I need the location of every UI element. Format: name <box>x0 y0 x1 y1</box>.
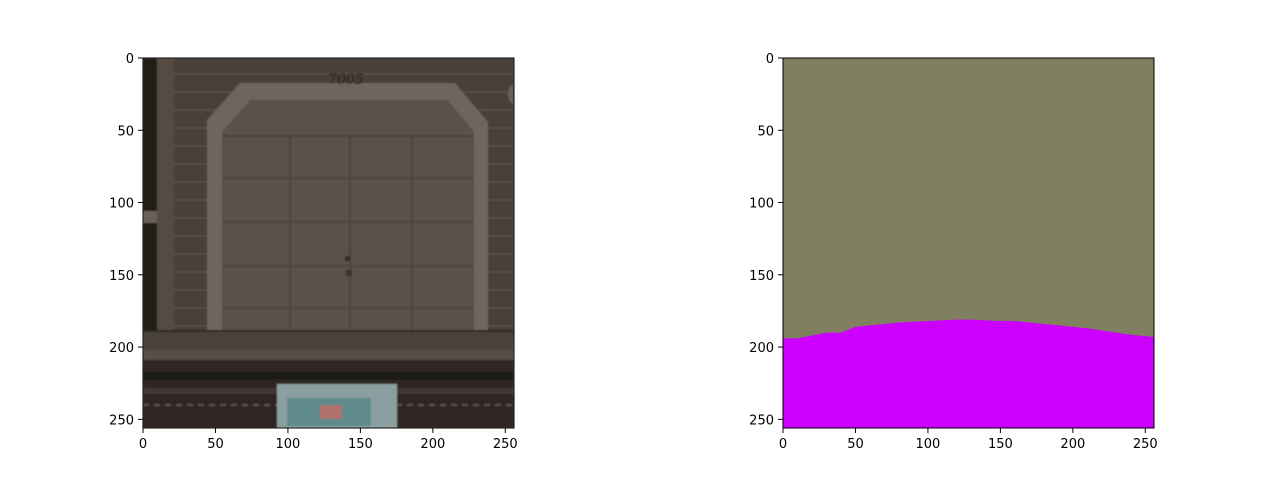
ground-band-1 <box>143 332 514 350</box>
door-lock <box>346 270 352 276</box>
photo-y-tick-label: 250 <box>109 413 134 428</box>
ground-band-2 <box>143 350 514 360</box>
photo-x-tick-label: 250 <box>493 437 518 452</box>
mask-x-tick-label: 150 <box>988 437 1013 452</box>
photo-y-tick-label: 0 <box>126 52 134 67</box>
mask-x-tick-label: 250 <box>1133 437 1158 452</box>
mask-x-tick-label: 50 <box>847 437 864 452</box>
photo-x-tick-label: 100 <box>276 437 301 452</box>
mask-x-tick-label: 100 <box>916 437 941 452</box>
photo-axes-frame <box>142 57 515 429</box>
photo-axes: 0 50 100 150 200 250 0 50 100 150 200 250 <box>109 52 518 452</box>
photo-y-tick-label: 200 <box>109 341 134 356</box>
left-ledge <box>143 211 157 223</box>
mask-y-tick-label: 100 <box>749 197 774 212</box>
photo-image: 7005 <box>143 58 514 428</box>
mask-y-tick-label: 0 <box>766 52 774 67</box>
mask-class-1 <box>783 319 1154 428</box>
left-post <box>157 58 174 338</box>
photo-y-tick-label: 100 <box>109 197 134 212</box>
mask-panel: 0 50 100 150 200 250 0 50 100 150 200 250 <box>749 52 1158 452</box>
mask-y-tick-label: 150 <box>749 269 774 284</box>
mask-image <box>783 58 1154 428</box>
photo-x-tick-label: 50 <box>207 437 224 452</box>
mask-x-tick-label: 200 <box>1060 437 1085 452</box>
left-dark-edge <box>143 58 157 338</box>
door-panel-lines <box>222 135 474 330</box>
photo-x-tick-label: 150 <box>348 437 373 452</box>
ground-band-3 <box>143 372 514 380</box>
mask-y-tick-label: 50 <box>757 124 774 139</box>
photo-x-tick-label: 200 <box>420 437 445 452</box>
mask-y-tick-label: 200 <box>749 341 774 356</box>
mask-x-tick-label: 0 <box>779 437 787 452</box>
light-fixture <box>508 85 514 103</box>
photo-y-tick-label: 150 <box>109 269 134 284</box>
house-number: 7005 <box>328 72 364 88</box>
photo-panel: 7005 0 50 100 150 200 250 0 50 100 150 200 250 <box>109 52 518 452</box>
mask-axes-frame <box>782 57 1155 429</box>
door-handle <box>345 256 350 261</box>
bottom-object-mark <box>320 405 342 419</box>
photo-x-tick-label: 0 <box>139 437 147 452</box>
mask-axes: 0 50 100 150 200 250 0 50 100 150 200 250 <box>749 52 1158 452</box>
garage-door <box>222 100 474 330</box>
photo-y-tick-label: 50 <box>117 124 134 139</box>
mask-y-tick-label: 250 <box>749 413 774 428</box>
